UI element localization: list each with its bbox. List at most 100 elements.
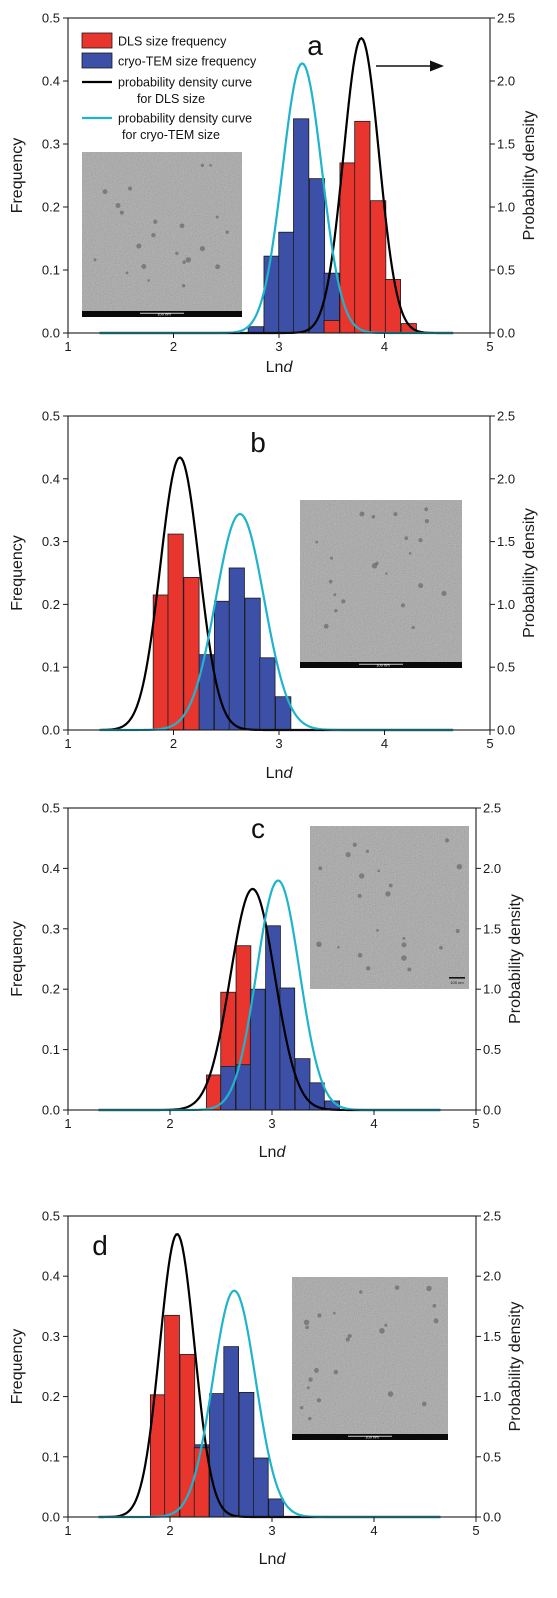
- x-tick-label: 2: [166, 1116, 173, 1131]
- inset-particle: [424, 519, 430, 524]
- inset-particle: [332, 1311, 336, 1315]
- x-tick-label: 5: [486, 339, 493, 354]
- inset-particle: [421, 1401, 427, 1407]
- chart-panel-b: 100 nm 1 2 3 4 5 0.0 0.1 0.2 0.3 0.4 0.5 0.0 0.5 1.0 1.…: [9, 409, 538, 783]
- y-tick-label: 0.2: [42, 1389, 60, 1404]
- legend-label: probability density curve: [118, 112, 252, 126]
- y2-tick-label: 0.0: [497, 723, 515, 738]
- inset-particle: [347, 1334, 352, 1339]
- y2-tick-label: 0.0: [483, 1103, 501, 1118]
- panel-letter: a: [307, 30, 323, 61]
- y-tick-label: 0.5: [42, 409, 60, 424]
- inset-particle: [385, 572, 388, 575]
- y-tick-label: 0.0: [42, 1103, 60, 1118]
- y-tick-label: 0.1: [42, 1042, 60, 1057]
- x-axis-title-d: d: [283, 765, 293, 782]
- inset-particle: [128, 186, 133, 191]
- x-tick-label: 5: [486, 736, 493, 751]
- y-tick-label: 0.4: [42, 471, 60, 486]
- chart-panel-c: 100 nm 1 2 3 4 5 0.0 0.1 0.2 0.3 0.4 0.5 0.0 0.5 1.0 1.…: [9, 801, 524, 1162]
- inset-particle: [318, 866, 323, 871]
- inset-particle: [394, 1285, 400, 1290]
- inset-particle: [141, 264, 147, 269]
- inset-particle: [365, 849, 370, 853]
- y2-tick-label: 1.5: [497, 534, 515, 549]
- inset-particle: [93, 258, 97, 262]
- y-tick-label: 0.3: [42, 137, 60, 152]
- tem-bar: [228, 567, 245, 731]
- y-tick-label: 0.1: [42, 263, 60, 278]
- x-axis-title: Lnd: [259, 1551, 287, 1568]
- inset-particle: [439, 945, 443, 950]
- y2-tick-label: 1.0: [483, 1389, 501, 1404]
- inset-particle: [200, 163, 205, 168]
- x-axis-title-ln: Ln: [259, 1551, 277, 1568]
- tem-bar: [278, 231, 295, 334]
- y2-tick-label: 2.5: [483, 801, 501, 816]
- y2-tick-label: 0.0: [483, 1510, 501, 1525]
- inset-particle: [181, 284, 186, 288]
- inset-particle: [379, 1328, 385, 1334]
- arrow-head: [430, 60, 444, 72]
- chart-panel-d: 100 nm 1 2 3 4 5 0.0 0.1 0.2 0.3 0.4 0.5 0.0 0.5 1.0 1.…: [9, 1209, 524, 1569]
- y-tick-label: 0.0: [42, 723, 60, 738]
- inset-particle: [308, 1416, 312, 1421]
- y-tick-label: 0.3: [42, 1329, 60, 1344]
- inset-particle: [377, 869, 380, 873]
- x-tick-label: 1: [64, 339, 71, 354]
- dls-bar: [354, 120, 371, 334]
- x-axis-title-ln: Ln: [259, 1144, 277, 1161]
- inset-particle: [404, 536, 409, 540]
- inset-particle: [418, 583, 424, 589]
- y2-tick-label: 0.5: [497, 660, 515, 675]
- x-axis-title-d: d: [283, 359, 293, 376]
- inset-particle: [387, 1391, 394, 1397]
- tem-bar: [220, 1066, 236, 1111]
- inset-particle: [407, 967, 412, 972]
- panel-letter: d: [92, 1230, 108, 1261]
- scale-bar-label: 100 nm: [365, 1435, 379, 1440]
- x-tick-label: 1: [64, 1116, 71, 1131]
- dls-bar: [164, 1314, 180, 1518]
- scale-bar-label: 100 nm: [450, 980, 464, 985]
- inset-particle: [215, 215, 219, 219]
- tem-bar: [265, 925, 281, 1111]
- inset-particle: [323, 623, 329, 629]
- x-axis-title-d: d: [276, 1144, 286, 1161]
- inset-particle: [125, 271, 129, 275]
- y-tick-label: 0.1: [42, 1449, 60, 1464]
- scale-bar: [359, 663, 403, 665]
- y2-axis-title: Probability density: [521, 508, 538, 638]
- y2-tick-label: 0.0: [497, 326, 515, 341]
- inset-particle: [175, 251, 179, 255]
- inset-particle: [433, 1318, 439, 1324]
- y-axis-title: Frequency: [9, 138, 26, 214]
- inset-particle: [179, 223, 185, 229]
- inset-particle: [426, 1285, 432, 1292]
- tem-bar: [244, 597, 261, 731]
- legend-swatch: [81, 52, 113, 69]
- y2-tick-label: 2.0: [483, 861, 501, 876]
- y-axis-title: Frequency: [9, 921, 26, 997]
- scale-bar-label: 100 nm: [157, 312, 171, 317]
- x-tick-label: 2: [170, 339, 177, 354]
- inset-particle: [337, 946, 340, 949]
- right-axis-arrow: [376, 60, 444, 72]
- y-tick-label: 0.3: [42, 534, 60, 549]
- y-tick-label: 0.5: [42, 1209, 60, 1224]
- tem-bar: [263, 255, 280, 334]
- y-tick-label: 0.4: [42, 1269, 60, 1284]
- x-tick-label: 3: [275, 736, 282, 751]
- inset-particle: [305, 1325, 310, 1330]
- inset-particle: [357, 952, 363, 958]
- x-axis-title: Lnd: [266, 359, 294, 376]
- inset-particle: [147, 279, 151, 282]
- x-axis-title-ln: Ln: [266, 359, 284, 376]
- tem-bar: [252, 1457, 269, 1518]
- y2-tick-label: 1.0: [497, 200, 515, 215]
- inset-particle: [209, 163, 212, 167]
- inset-particle: [358, 873, 365, 879]
- tem-bar: [293, 118, 310, 334]
- x-tick-label: 1: [64, 1523, 71, 1538]
- inset-particle: [199, 245, 205, 252]
